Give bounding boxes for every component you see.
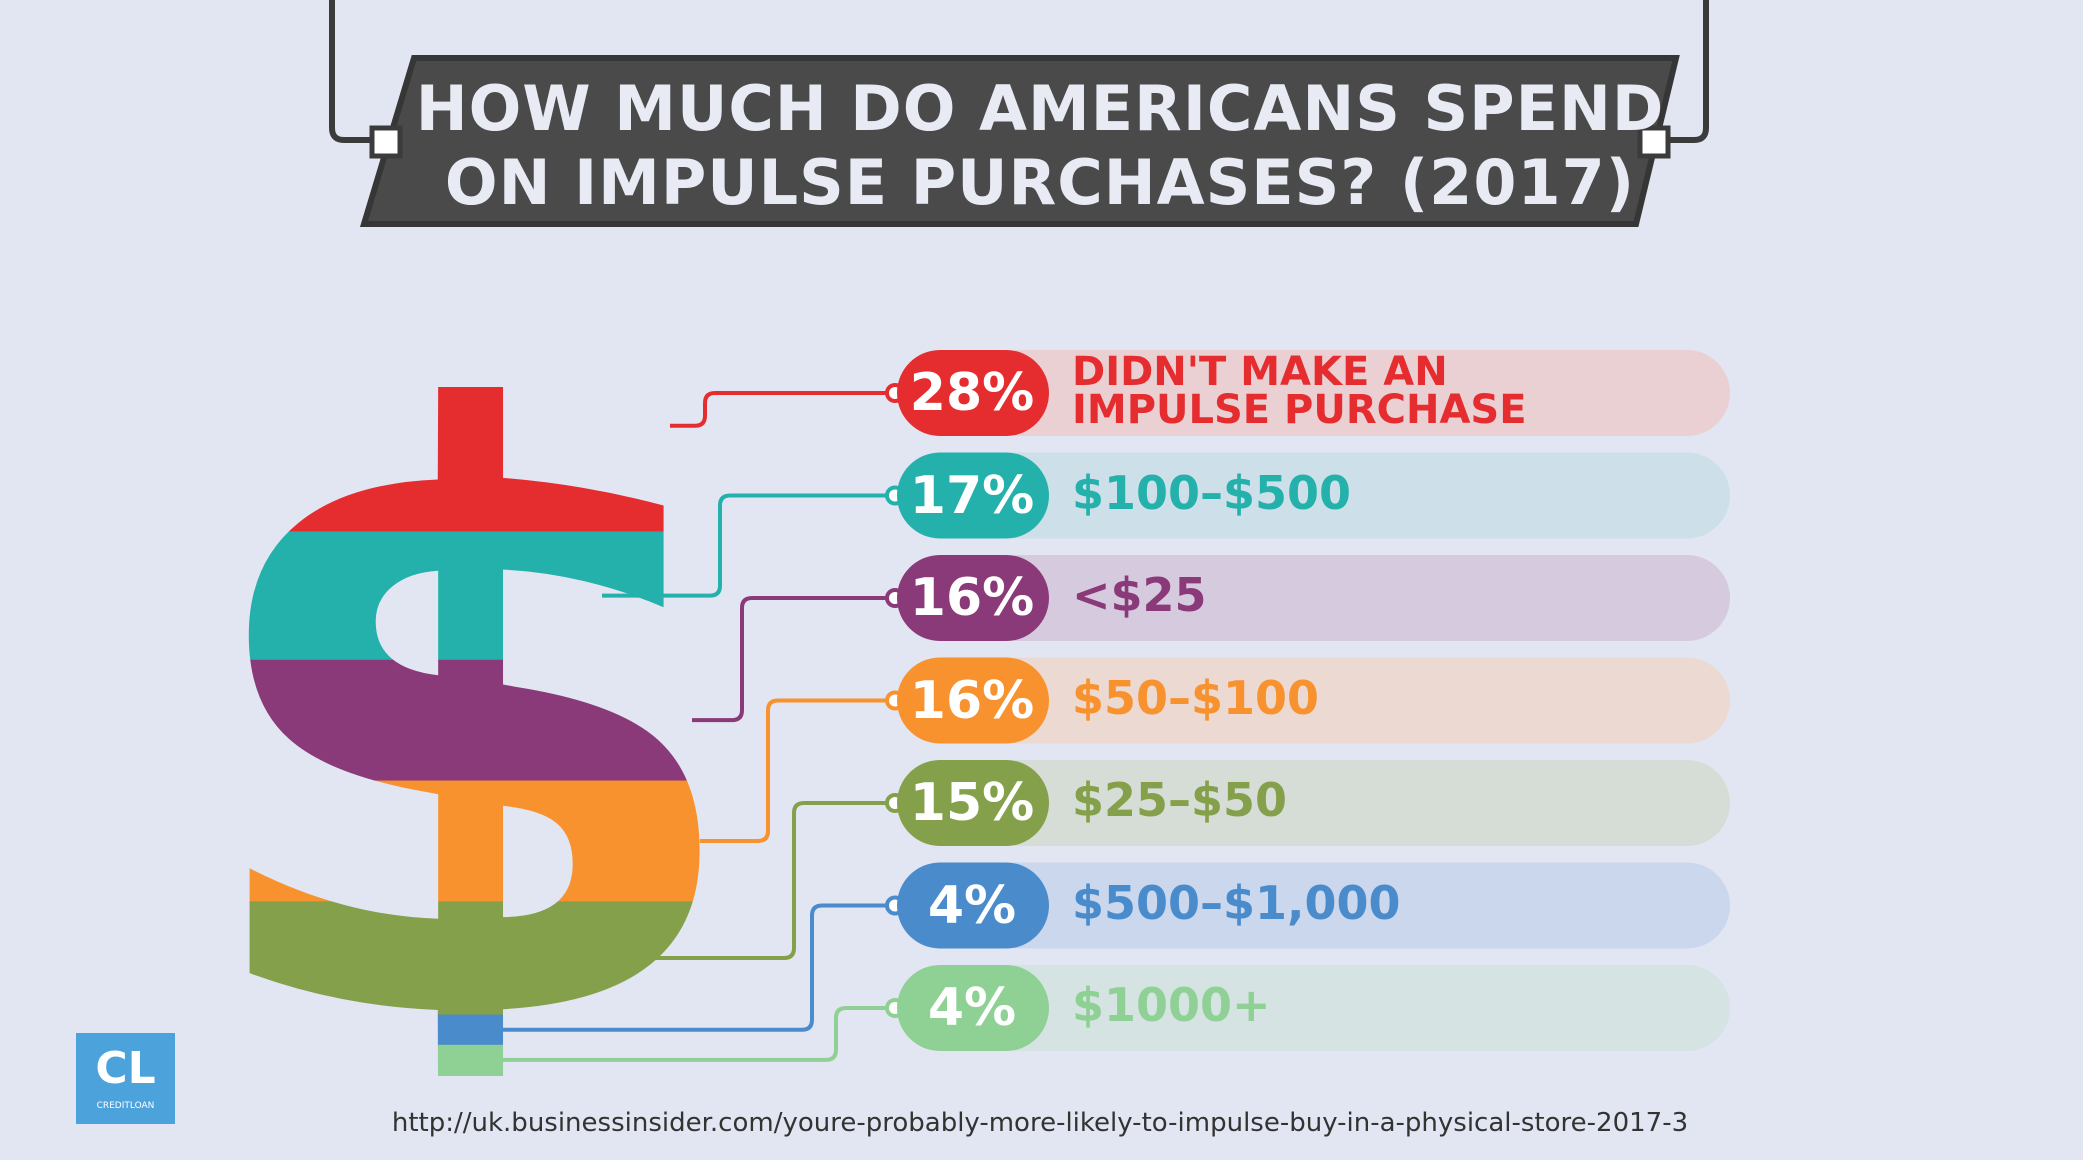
- logo-text: CREDITLOAN: [96, 1101, 155, 1111]
- source-url: http://uk.businessinsider.com/youre-prob…: [391, 1108, 1689, 1138]
- category-label: $25–$50: [1072, 773, 1288, 827]
- dollar-band: [200, 659, 756, 782]
- category-pill: [957, 657, 1730, 744]
- logo-mark: CL: [95, 1043, 156, 1094]
- percentage-label: 16%: [909, 670, 1035, 731]
- category-pill: [957, 760, 1730, 846]
- title-frame-line: [329, 0, 372, 143]
- category-label: DIDN'T MAKE AN IMPULSE PURCHASE: [1072, 349, 1527, 433]
- category-label: $1000+: [1072, 978, 1271, 1032]
- percentage-label: 17%: [909, 465, 1035, 526]
- connector-line: [670, 391, 895, 428]
- percentage-label: 28%: [909, 363, 1035, 423]
- percentage-label: 4%: [927, 875, 1017, 936]
- category-label: $50–$100: [1072, 670, 1320, 725]
- percentage-label: 4%: [927, 978, 1017, 1038]
- percentage-label: 16%: [909, 568, 1035, 628]
- category-label: $500–$1,000: [1072, 875, 1401, 930]
- title-frame-line: [1668, 0, 1709, 143]
- percentage-badge: [897, 760, 1049, 846]
- dollar-band: [200, 320, 756, 533]
- connector-line: [490, 903, 895, 1032]
- category-pill: [957, 350, 1730, 436]
- chart-title-line-2: ON IMPULSE PURCHASES? (2017): [444, 146, 1636, 219]
- category-label: <$25: [1072, 568, 1207, 622]
- connector-line: [490, 1006, 895, 1062]
- category-pill: [957, 555, 1730, 641]
- category-pill: [957, 862, 1730, 949]
- category-pill: [957, 452, 1730, 539]
- creditloan-logo: CL CREDITLOAN: [76, 1033, 175, 1124]
- percentage-badge: [897, 965, 1049, 1051]
- category-label: $100–$500: [1072, 465, 1352, 520]
- chart-title-line-1: HOW MUCH DO AMERICANS SPEND: [415, 72, 1665, 145]
- connector-line: [692, 596, 895, 723]
- percentage-label: 15%: [909, 773, 1035, 833]
- connector-line: [602, 493, 895, 598]
- percentage-badge: [897, 862, 1049, 949]
- dollar-band: [200, 780, 756, 903]
- title-banner: [359, 55, 1680, 227]
- dollar-sign: [200, 320, 756, 1076]
- percentage-badge: [897, 452, 1049, 539]
- title-frame-knob: [369, 125, 403, 159]
- title-frame-knob: [1637, 125, 1671, 159]
- rows: [897, 350, 1730, 1051]
- connector-line: [700, 698, 895, 843]
- percentage-badge: [897, 555, 1049, 641]
- connector-line: [634, 801, 895, 960]
- percentage-badge: [897, 350, 1049, 436]
- percentage-badge: [897, 657, 1049, 744]
- category-pill: [957, 965, 1730, 1051]
